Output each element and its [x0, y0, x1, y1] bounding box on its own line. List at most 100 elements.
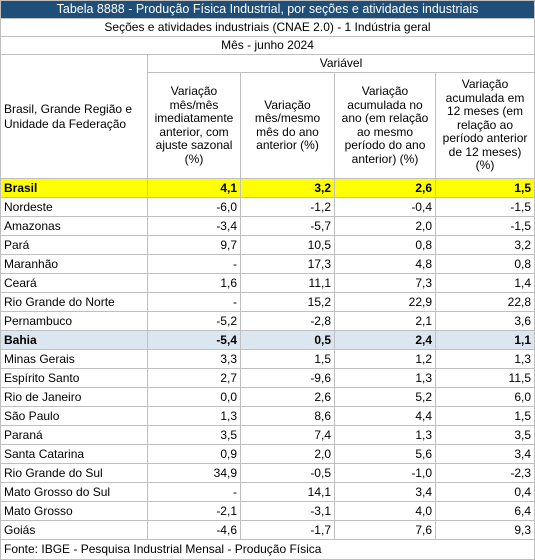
data-row: Amazonas -3,4 -5,7 2,0 -1,5 [0, 216, 535, 236]
value-cell: 2,0 [334, 216, 436, 236]
region-name: Santa Catarina [0, 444, 148, 464]
data-row: Rio Grande do Sul 34,9 -0,5 -1,0 -2,3 [0, 463, 535, 483]
value-cell: 11,1 [240, 273, 335, 293]
value-cell: -6,0 [147, 197, 241, 217]
region-name: Rio Grande do Norte [0, 292, 148, 312]
region-name: Rio Grande do Sul [0, 463, 148, 483]
region-name: Goiás [0, 520, 148, 540]
value-cell: 2,6 [334, 178, 436, 198]
region-name: Minas Gerais [0, 349, 148, 369]
value-cell: 22,9 [334, 292, 436, 312]
value-cell: 0,5 [240, 330, 335, 350]
data-row: Goiás -4,6 -1,7 7,6 9,3 [0, 520, 535, 540]
data-row: Rio Grande do Norte -15,2 22,9 22,8 [0, 292, 535, 312]
value-cell: 5,6 [334, 444, 436, 464]
region-name: São Paulo [0, 406, 148, 426]
header-row: Tabela 8888 - Produção Física Industrial… [0, 0, 535, 19]
value-cell: 2,1 [334, 311, 436, 331]
value-cell: 1,3 [334, 368, 436, 388]
value-cell: 4,4 [334, 406, 436, 426]
value-cell: 8,6 [240, 406, 335, 426]
value-cell: 3,6 [434, 311, 535, 331]
data-row: Maranhão -17,3 4,8 0,8 [0, 254, 535, 274]
data-row: Mato Grosso -2,1 -3,1 4,0 6,4 [0, 501, 535, 521]
data-row: Espírito Santo 2,7 -9,6 1,3 11,5 [0, 368, 535, 388]
data-row: Pará 9,7 10,5 0,8 3,2 [0, 235, 535, 255]
value-cell: -2,1 [147, 501, 241, 521]
value-cell: -1,5 [434, 197, 535, 217]
data-row: Brasil 4,1 3,2 2,6 1,5 [0, 178, 535, 198]
value-cell: 1,4 [434, 273, 535, 293]
region-name: Pernambuco [0, 311, 148, 331]
data-row: Paraná 3,5 7,4 1,3 3,5 [0, 425, 535, 445]
value-cell: -0,5 [240, 463, 335, 483]
value-cell: 1,5 [434, 178, 535, 198]
group-row: Brasil, Grande Região e Unidade da Feder… [0, 54, 535, 179]
value-cell: 17,3 [240, 254, 335, 274]
data-row: Santa Catarina 0,9 2,0 5,6 3,4 [0, 444, 535, 464]
data-row: Nordeste -6,0 -1,2 -0,4 -1,5 [0, 197, 535, 217]
value-cell: 5,2 [334, 387, 436, 407]
header-period: Mês - junho 2024 [0, 36, 535, 55]
value-cell: - [147, 482, 241, 502]
data-row: Pernambuco -5,2 -2,8 2,1 3,6 [0, 311, 535, 331]
data-row: Rio de Janeiro 0,0 2,6 5,2 6,0 [0, 387, 535, 407]
column-header: Variação acumulada em 12 meses (em relaç… [434, 72, 535, 179]
value-cell: 34,9 [147, 463, 241, 483]
value-cell: 1,3 [334, 425, 436, 445]
header-row: Seções e atividades industriais (CNAE 2.… [0, 18, 535, 37]
value-cell: 1,3 [147, 406, 241, 426]
value-cell: 3,2 [434, 235, 535, 255]
value-cell: 3,4 [334, 482, 436, 502]
value-cell: 4,0 [334, 501, 436, 521]
column-header-row: Variação mês/mês imediatamente anterior,… [1, 72, 535, 179]
value-cell: 6,0 [434, 387, 535, 407]
value-cell: 1,5 [240, 349, 335, 369]
value-cell: 1,3 [434, 349, 535, 369]
value-cell: 6,4 [434, 501, 535, 521]
value-cell: -1,7 [240, 520, 335, 540]
value-cell: -3,4 [147, 216, 241, 236]
region-name: Brasil [0, 178, 148, 198]
value-cell: 3,2 [240, 178, 335, 198]
footer: Fonte: IBGE - Pesquisa Industrial Mensal… [0, 539, 535, 560]
value-cell: -1,0 [334, 463, 436, 483]
value-cell: -2,8 [240, 311, 335, 331]
region-name: Maranhão [0, 254, 148, 274]
value-cell: 2,6 [240, 387, 335, 407]
data-row: Bahia -5,4 0,5 2,4 1,1 [0, 330, 535, 350]
value-cell: 3,5 [147, 425, 241, 445]
value-cell: 7,6 [334, 520, 436, 540]
value-cell: 11,5 [434, 368, 535, 388]
column-header: Variação acumulada no ano (em relação ao… [334, 72, 436, 179]
value-cell: - [147, 254, 241, 274]
value-cell: 3,4 [434, 444, 535, 464]
value-cell: 9,7 [147, 235, 241, 255]
value-cell: 9,3 [434, 520, 535, 540]
value-cell: 4,8 [334, 254, 436, 274]
value-cell: -1,2 [240, 197, 335, 217]
value-cell: 3,5 [434, 425, 535, 445]
group-header: Variável [146, 54, 535, 73]
footer-row: Fonte: IBGE - Pesquisa Industrial Mensal… [0, 539, 535, 560]
value-cell: 0,0 [147, 387, 241, 407]
data-row: Mato Grosso do Sul -14,1 3,4 0,4 [0, 482, 535, 502]
value-cell: -1,5 [434, 216, 535, 236]
region-name: Bahia [0, 330, 148, 350]
column-header: Variação mês/mês imediatamente anterior,… [147, 72, 241, 179]
data-row: São Paulo 1,3 8,6 4,4 1,5 [0, 406, 535, 426]
value-cell: 0,4 [434, 482, 535, 502]
value-cell: -9,6 [240, 368, 335, 388]
value-cell: -3,1 [240, 501, 335, 521]
data-row: Minas Gerais 3,3 1,5 1,2 1,3 [0, 349, 535, 369]
value-cell: 2,4 [334, 330, 436, 350]
region-name: Pará [0, 235, 148, 255]
region-name: Ceará [0, 273, 148, 293]
value-cell: 4,1 [147, 178, 241, 198]
value-cell: 1,6 [147, 273, 241, 293]
value-cell: 0,8 [334, 235, 436, 255]
value-cell: - [147, 292, 241, 312]
header-subtitle: Seções e atividades industriais (CNAE 2.… [0, 18, 535, 37]
value-cell: 7,4 [240, 425, 335, 445]
